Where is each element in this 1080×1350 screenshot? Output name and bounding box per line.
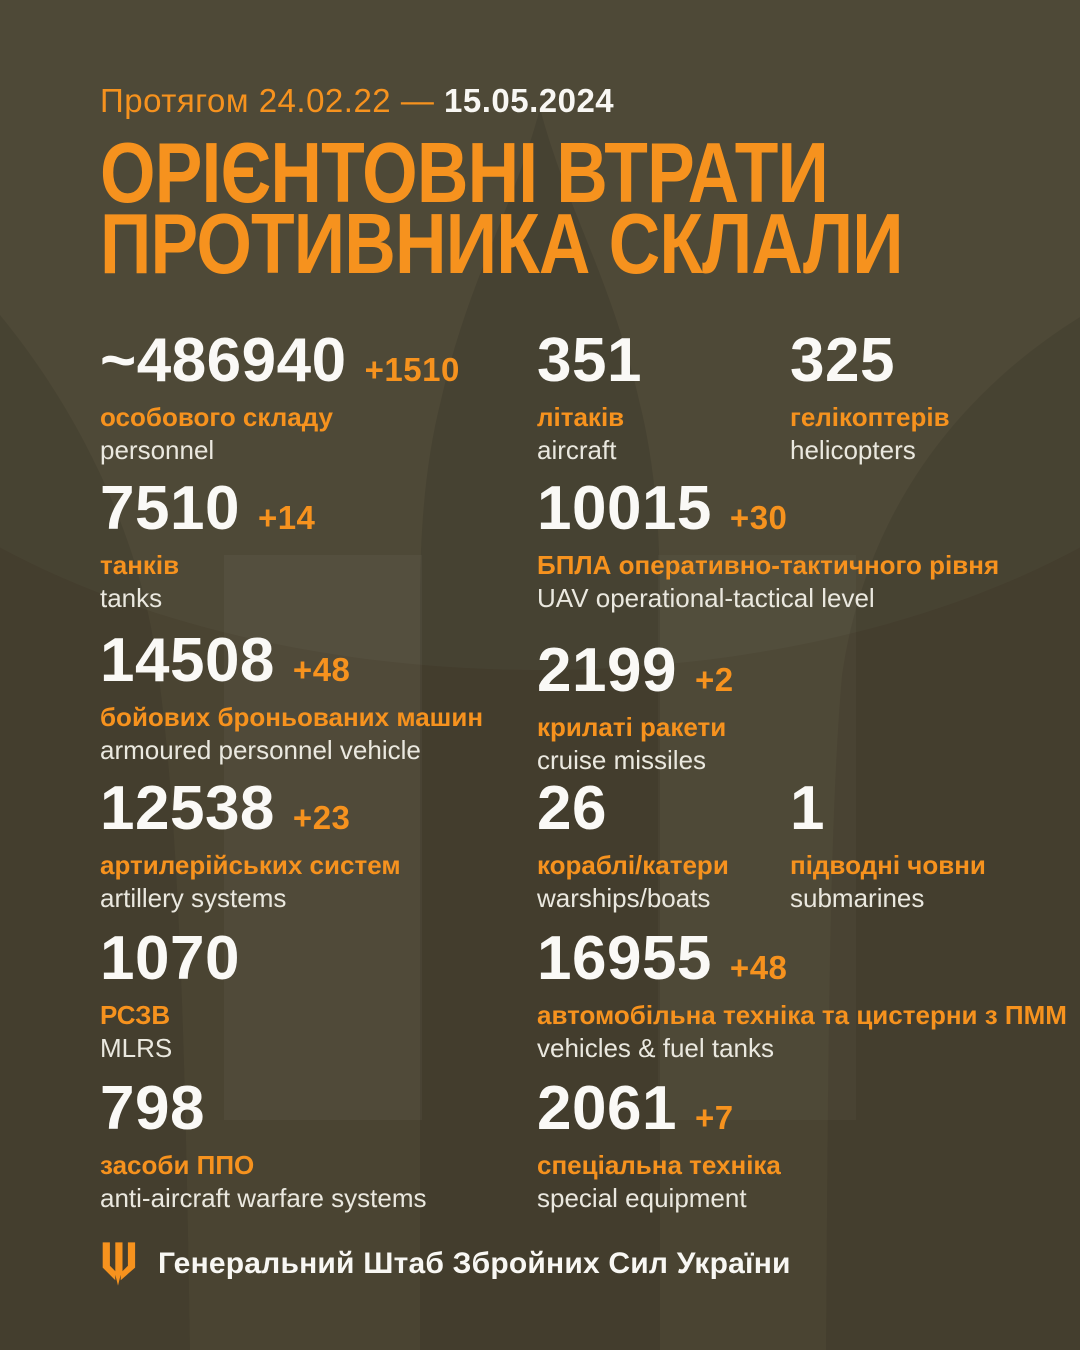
title-line-2: ПРОТИВНИКА СКЛАЛИ xyxy=(100,197,904,292)
stat-label-en: UAV operational-tactical level xyxy=(537,583,875,613)
stat-aa-systems: 798 засоби ППО anti-aircraft warfare sys… xyxy=(100,1078,427,1215)
stat-label-en: personnel xyxy=(100,435,215,465)
stat-value: 325 xyxy=(790,326,895,395)
stat-label-ua: літаків xyxy=(537,402,625,432)
stat-delta: +7 xyxy=(694,1099,734,1136)
stat-warships: 26 кораблі/катери warships/boats xyxy=(537,778,729,915)
stat-value: 2199 xyxy=(537,636,677,705)
stat-label-ua: гелікоптерів xyxy=(790,402,950,432)
stat-value: 16955 xyxy=(537,924,712,993)
stat-delta: +30 xyxy=(729,499,788,536)
trident-icon xyxy=(102,1242,136,1286)
stat-label-en: aircraft xyxy=(537,435,617,465)
stat-delta: +48 xyxy=(292,651,351,688)
stat-uav: 10015 +30 БПЛА оперативно-тактичного рівн… xyxy=(537,478,999,615)
stat-label-ua: особового складу xyxy=(100,402,333,432)
stat-helicopters: 325 гелікоптерів helicopters xyxy=(790,330,950,467)
page-title: ОРІЄНТОВНІ ВТРАТИ ПРОТИВНИКА СКЛАЛИ xyxy=(100,126,904,292)
stat-label-ua: БПЛА оперативно-тактичного рівня xyxy=(537,550,1000,580)
stat-aircraft: 351 літаків aircraft xyxy=(537,330,642,467)
stat-submarines: 1 підводні човни submarines xyxy=(790,778,986,915)
stat-delta: +14 xyxy=(257,499,316,536)
stat-apv: 14508 +48 бойових броньованих машин armou… xyxy=(100,630,483,767)
title-line-1: ОРІЄНТОВНІ ВТРАТИ xyxy=(100,126,829,221)
stat-label-ua: бойових броньованих машин xyxy=(100,702,484,732)
stat-label-ua: спеціальна техніка xyxy=(537,1150,781,1180)
stat-label-ua: танків xyxy=(100,550,180,580)
stat-value: 1070 xyxy=(100,924,240,993)
stat-artillery: 12538 +23 артилерійських систем artillery… xyxy=(100,778,401,915)
stat-mlrs: 1070 РСЗВ MLRS xyxy=(100,928,240,1065)
stat-label-en: helicopters xyxy=(790,435,916,465)
stat-personnel: ~486940 +1510 особового складу personnel xyxy=(100,330,460,467)
stat-label-ua: крилаті ракети xyxy=(537,712,727,742)
stat-value: 2061 xyxy=(537,1074,677,1143)
footer-org-name: Генеральний Штаб Збройних Сил України xyxy=(158,1247,791,1280)
stat-label-ua: автомобільна техніка та цистерни з ПММ xyxy=(537,1000,1067,1030)
stat-delta: +48 xyxy=(729,949,788,986)
stat-label-ua: кораблі/катери xyxy=(537,850,729,880)
stat-value: 798 xyxy=(100,1074,205,1143)
stat-label-en: submarines xyxy=(790,883,925,913)
period-prefix: Протягом 24.02.22 — xyxy=(100,82,435,119)
stat-value: 7510 xyxy=(100,474,240,543)
stat-value: 14508 xyxy=(100,626,275,695)
stat-label-en: armoured personnel vehicle xyxy=(100,735,421,765)
stat-vehicles: 16955 +48 автомобільна техніка та цистерн… xyxy=(537,928,1067,1065)
stat-label-en: special equipment xyxy=(537,1183,747,1213)
stat-label-en: MLRS xyxy=(100,1033,173,1063)
stat-label-en: vehicles & fuel tanks xyxy=(537,1033,775,1063)
stat-label-ua: засоби ППО xyxy=(100,1150,255,1180)
stat-label-ua: артилерійських систем xyxy=(100,850,401,880)
stat-label-ua: РСЗВ xyxy=(100,1000,171,1030)
stat-value: 10015 xyxy=(537,474,712,543)
report-period: Протягом 24.02.22 — 15.05.2024 xyxy=(100,82,614,120)
stat-special-equipment: 2061 +7 спеціальна техніка special equipm… xyxy=(537,1078,781,1215)
stat-delta: +1510 xyxy=(364,351,460,388)
stat-delta: +2 xyxy=(694,661,734,698)
stat-label-en: tanks xyxy=(100,583,163,613)
footer: Генеральний Штаб Збройних Сил України xyxy=(100,1240,791,1288)
stat-value: 351 xyxy=(537,326,642,395)
stat-label-en: anti-aircraft warfare systems xyxy=(100,1183,427,1213)
stat-cruise-missiles: 2199 +2 крилаті ракети cruise missiles xyxy=(537,640,734,777)
stat-value: 12538 xyxy=(100,774,275,843)
stat-label-en: cruise missiles xyxy=(537,745,707,775)
stat-value: 26 xyxy=(537,774,607,843)
stat-value: ~486940 xyxy=(100,326,347,395)
stat-label-en: warships/boats xyxy=(537,883,711,913)
stat-value: 1 xyxy=(790,774,825,843)
stat-delta: +23 xyxy=(292,799,351,836)
stat-tanks: 7510 +14 танків tanks xyxy=(100,478,315,615)
stat-label-ua: підводні човни xyxy=(790,850,986,880)
report-date: 15.05.2024 xyxy=(444,82,615,119)
stat-label-en: artillery systems xyxy=(100,883,287,913)
